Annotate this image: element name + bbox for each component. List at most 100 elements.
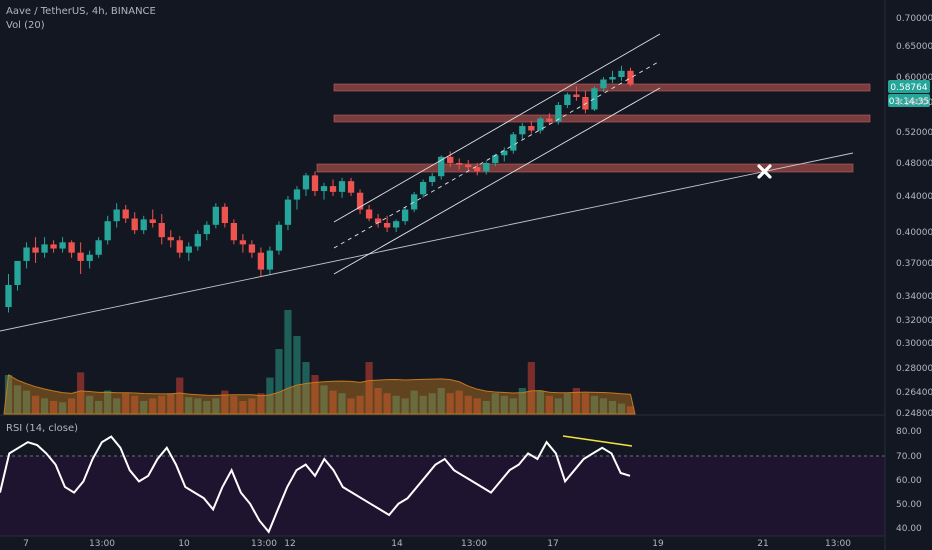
volume-bar: [4, 375, 13, 414]
price-tick-label: 0.44000: [896, 192, 932, 202]
candle-body: [401, 209, 409, 222]
candle-body: [266, 250, 274, 270]
volume-bar: [383, 393, 391, 414]
channel-upper-line[interactable]: [333, 33, 661, 223]
volume-indicator-title[interactable]: Vol (20): [6, 20, 45, 31]
rsi-divergence-line[interactable]: [562, 435, 633, 447]
candle-body: [167, 237, 174, 241]
price-tick-label: 0.34000: [896, 292, 932, 302]
candle-body: [212, 206, 219, 225]
volume-bar: [239, 401, 247, 414]
candle-body: [194, 234, 201, 247]
volume-bar: [230, 395, 238, 414]
volume-bar: [176, 377, 184, 414]
volume-bar: [266, 377, 274, 414]
volume-bar: [311, 375, 319, 414]
volume-bar: [365, 362, 373, 414]
time-tick-label: 14: [391, 539, 403, 549]
price-tick-label: 0.52000: [896, 128, 932, 138]
candle-body: [365, 209, 373, 219]
candle-body: [546, 118, 553, 122]
symbol-title[interactable]: Aave / TetherUS, 4h, BINANCE: [6, 6, 156, 17]
price-tick-label: 0.60000: [896, 73, 932, 83]
candlesticks: [5, 65, 634, 313]
volume-moving-average: [3, 374, 636, 415]
volume-bar: [13, 385, 22, 414]
time-tick-label: 13:00: [89, 539, 115, 549]
volume-bar: [590, 395, 599, 414]
price-axis[interactable]: 0.70000 0.65000 0.60000 0.56000 0.52000 0.480…: [896, 14, 932, 419]
volume-bar: [49, 401, 58, 414]
price-tick-label: 0.30000: [896, 339, 932, 349]
support-zone-lower[interactable]: [316, 163, 854, 173]
candle-body: [23, 247, 30, 261]
volume-bar: [40, 398, 49, 414]
volume-bar: [338, 393, 346, 414]
candle-body: [221, 206, 229, 223]
rsi-tick-label: 80.00: [896, 427, 922, 437]
candle-body: [248, 244, 256, 253]
time-tick-label: 7: [23, 539, 29, 549]
channel-lower-line[interactable]: [333, 87, 661, 275]
volume-bar: [554, 398, 562, 414]
candle-body: [392, 221, 400, 228]
rsi-tick-label: 60.00: [896, 476, 922, 486]
volume-bar: [293, 336, 301, 414]
candle-body: [239, 240, 247, 245]
volume-bar: [149, 398, 157, 414]
rsi-band: [0, 456, 885, 536]
candle-body: [438, 156, 445, 177]
candle-body: [176, 240, 183, 253]
candle-body: [356, 192, 364, 210]
volume-bar: [392, 395, 400, 414]
candle-body: [483, 163, 490, 172]
volume-bar: [275, 349, 283, 414]
volume-bar: [95, 401, 103, 414]
candle-body: [474, 167, 481, 172]
candle-body: [456, 163, 463, 165]
volume-bar: [491, 393, 499, 414]
resistance-zone-middle[interactable]: [333, 114, 871, 123]
volume-bar: [248, 398, 256, 414]
candle-body: [591, 88, 598, 110]
volume-bar: [212, 398, 220, 414]
volume-bar: [329, 390, 337, 414]
volume-bar: [536, 390, 544, 414]
candle-body: [5, 285, 12, 307]
candle-body: [185, 246, 192, 253]
candle-body: [77, 252, 84, 261]
volume-bar: [167, 393, 175, 414]
candle-body: [149, 219, 156, 223]
volume-bars: [4, 310, 635, 414]
candle-body: [573, 94, 580, 97]
candle-body: [230, 223, 238, 241]
candle-body: [537, 118, 544, 131]
rsi-axis[interactable]: 80.00 70.00 60.00 50.00 40.00: [896, 427, 922, 534]
candle-body: [347, 181, 355, 193]
price-tick-label: 0.48000: [896, 159, 932, 169]
time-axis[interactable]: 7 13:00 10 13:00 12 14 13:00 17 19 21 13:00: [23, 539, 851, 549]
countdown-tag: [888, 94, 930, 107]
volume-bar: [599, 398, 608, 414]
long-trendline[interactable]: [0, 152, 854, 332]
time-tick-label: 13:00: [461, 539, 487, 549]
time-tick-label: 13:00: [825, 539, 851, 549]
volume-bar: [257, 393, 265, 414]
rsi-indicator-title[interactable]: RSI (14, close): [6, 423, 79, 434]
candle-body: [86, 254, 93, 261]
candle-body: [257, 252, 265, 270]
last-price-text: 0.58764: [890, 83, 927, 93]
volume-bar: [158, 395, 166, 414]
volume-bar: [410, 390, 418, 414]
rsi-tick-label: 40.00: [896, 524, 922, 534]
time-tick-label: 13:00: [251, 539, 277, 549]
rsi-line: [0, 435, 631, 534]
intersection-x-icon[interactable]: [757, 164, 772, 179]
candle-body: [447, 156, 454, 163]
candle-body: [374, 218, 382, 223]
candle-body: [158, 223, 165, 238]
candle-body: [50, 244, 57, 249]
channel-mid-line[interactable]: [333, 60, 661, 249]
volume-bar: [347, 398, 355, 414]
